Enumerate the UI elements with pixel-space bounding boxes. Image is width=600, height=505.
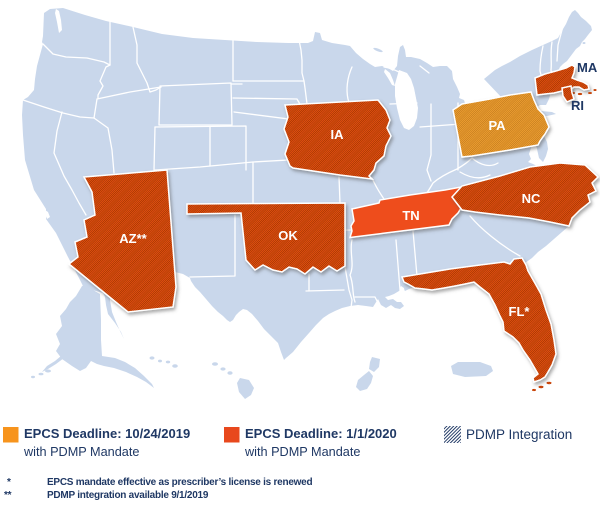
svg-text:IA: IA	[331, 127, 345, 142]
svg-text:PA: PA	[488, 118, 506, 133]
svg-text:NC: NC	[522, 191, 541, 206]
svg-text:AZ**: AZ**	[119, 231, 147, 246]
svg-text:RI: RI	[571, 98, 584, 113]
svg-text:TN: TN	[402, 208, 419, 223]
svg-text:OK: OK	[278, 228, 298, 243]
svg-text:FL*: FL*	[509, 304, 531, 319]
svg-text:MA: MA	[577, 60, 598, 75]
